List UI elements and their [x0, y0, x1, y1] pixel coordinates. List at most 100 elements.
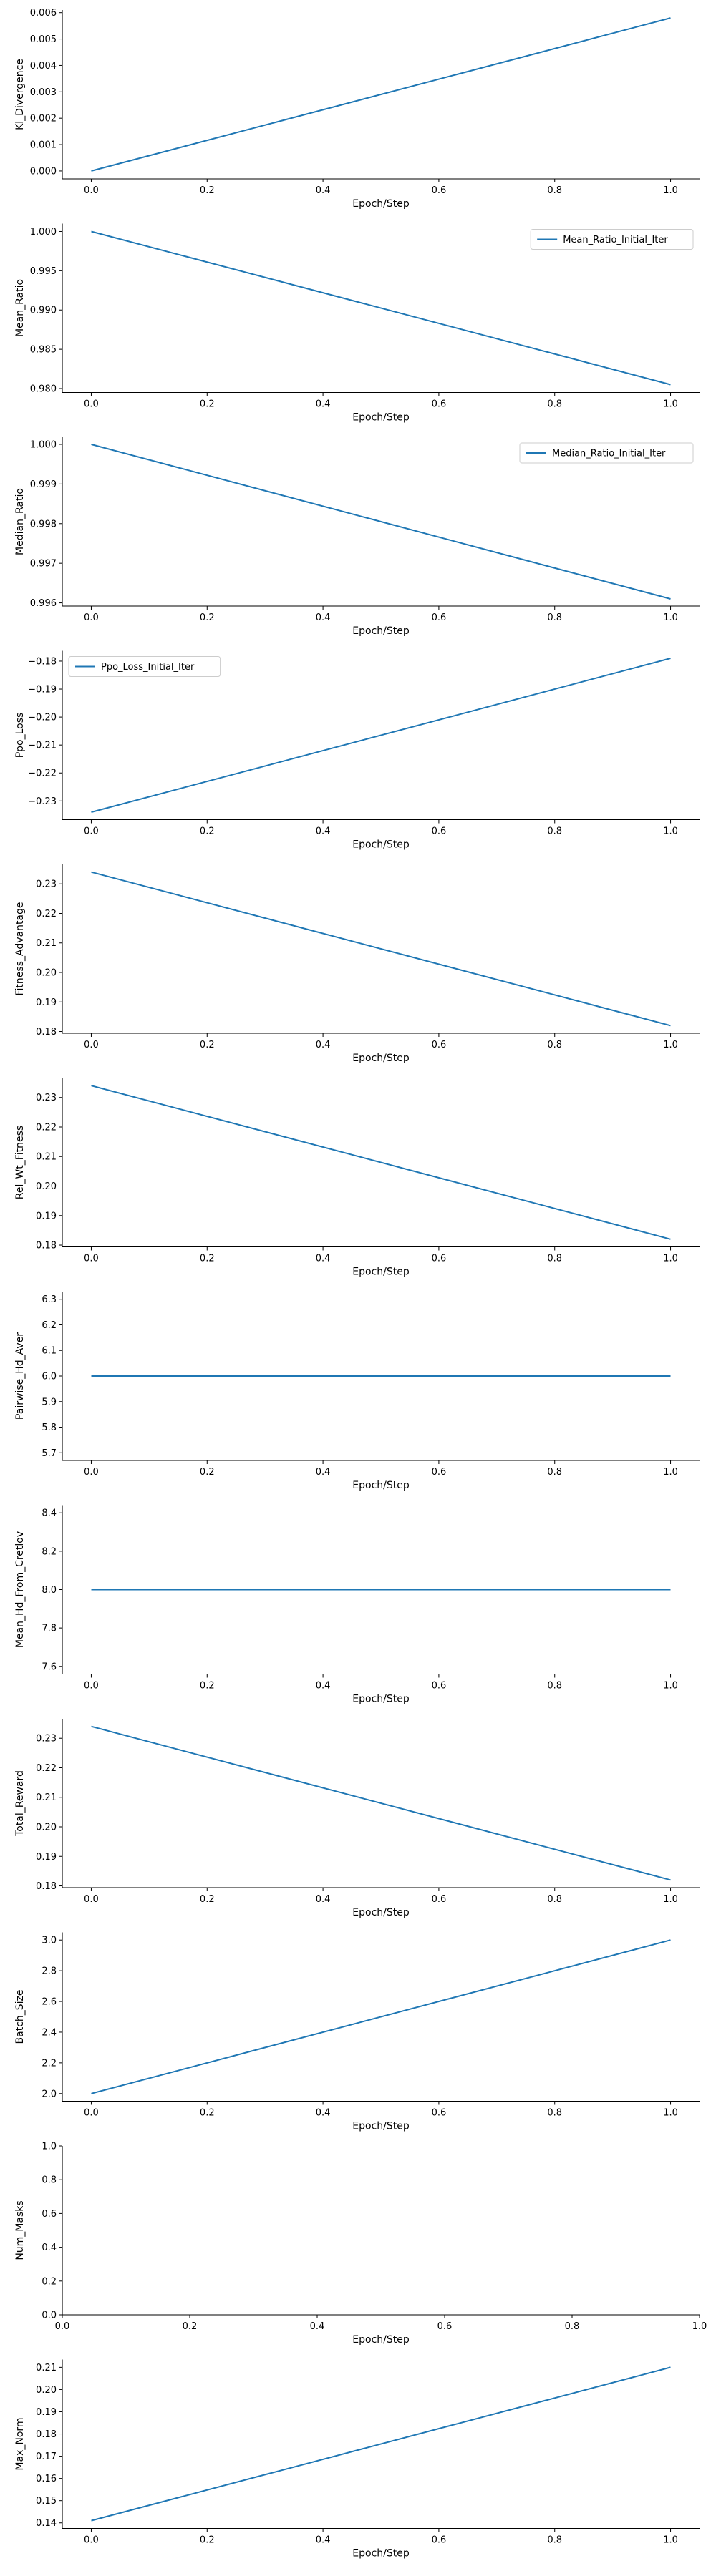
x-axis-label: Epoch/Step — [352, 1267, 410, 1278]
y-tick-label: 7.6 — [42, 1662, 57, 1672]
subplot-1: 0.0 0.2 0.4 0.6 0.8 1.0 0.000 0.001 0.002 0.003 0.… — [14, 8, 700, 210]
x-tick-label: 0.6 — [432, 2535, 447, 2546]
x-tick-label: 1.0 — [663, 1254, 678, 1264]
y-tick-label: 0.23 — [36, 1734, 57, 1745]
y-tick-label: 0.998 — [30, 519, 57, 530]
y-tick-label: 2.4 — [42, 2027, 57, 2038]
x-tick-label: 0.2 — [183, 2321, 198, 2332]
x-tick-label: 0.8 — [547, 613, 562, 623]
series-line — [92, 1940, 671, 2094]
x-tick-label: 0.0 — [84, 1894, 99, 1905]
y-tick-label: 0.19 — [36, 1211, 57, 1221]
x-tick-label: 0.4 — [316, 2108, 331, 2119]
series-line — [92, 1727, 671, 1880]
x-axis-label: Epoch/Step — [352, 1694, 410, 1705]
x-tick-label: 0.8 — [547, 185, 562, 196]
y-tick-label: 0.000 — [30, 166, 57, 177]
x-tick-label: 0.4 — [316, 1254, 331, 1264]
series-line — [92, 444, 671, 599]
x-tick-label: 0.8 — [547, 1040, 562, 1050]
y-tick-label: 0.980 — [30, 384, 57, 395]
x-tick-label: 1.0 — [663, 2535, 678, 2546]
legend: Mean_Ratio_Initial_Iter — [531, 230, 693, 250]
subplot-4: 0.0 0.2 0.4 0.6 0.8 1.0 −0.23 −0.22 −0.21 −0.20 −0… — [14, 651, 700, 851]
series-line — [92, 658, 671, 812]
x-axis-label: Epoch/Step — [352, 1907, 410, 1918]
x-tick-label: 0.4 — [316, 1467, 331, 1478]
x-tick-label: 0.8 — [547, 1467, 562, 1478]
x-tick-label: 0.8 — [565, 2321, 580, 2332]
subplot-11: 0.0 0.2 0.4 0.6 0.8 1.00.00.20.40.60.81.0Epoc… — [14, 2142, 707, 2346]
y-tick-label: 0.8 — [42, 2175, 57, 2186]
y-axis-label: Total_Reward — [14, 1770, 26, 1837]
x-tick-label: 0.6 — [432, 1681, 447, 1692]
x-tick-label: 0.2 — [200, 2535, 215, 2546]
y-tick-label: 6.3 — [42, 1294, 57, 1305]
legend-label: Median_Ratio_Initial_Iter — [552, 449, 666, 459]
x-axis-label: Epoch/Step — [352, 2548, 410, 2560]
x-tick-label: 0.2 — [200, 2108, 215, 2119]
subplot-12: 0.0 0.2 0.4 0.6 0.8 1.0 0.14 0.15 0.16 0.17 0.18 0.… — [14, 2360, 700, 2560]
legend: Ppo_Loss_Initial_Iter — [69, 657, 221, 677]
x-tick-label: 0.2 — [200, 613, 215, 623]
x-tick-label: 0.8 — [547, 826, 562, 837]
y-tick-label: 0.20 — [36, 1181, 57, 1192]
x-axis-label: Epoch/Step — [352, 1053, 410, 1064]
y-tick-label: 0.22 — [36, 1122, 57, 1133]
y-tick-label: 2.8 — [42, 1966, 57, 1977]
y-tick-label: 0.23 — [36, 1093, 57, 1103]
y-tick-label: 0.17 — [36, 2451, 57, 2462]
x-tick-label: 0.0 — [84, 1467, 99, 1478]
x-tick-label: 0.0 — [84, 1254, 99, 1264]
x-tick-label: 0.4 — [316, 1040, 331, 1050]
x-tick-label: 1.0 — [663, 399, 678, 410]
legend-label: Mean_Ratio_Initial_Iter — [563, 235, 668, 245]
x-tick-label: 0.6 — [432, 1894, 447, 1905]
x-tick-label: 0.6 — [432, 826, 447, 837]
y-axis-label: Kl_Divergence — [14, 59, 26, 130]
y-tick-label: 0.18 — [36, 1881, 57, 1892]
x-tick-label: 0.0 — [84, 399, 99, 410]
y-tick-label: 0.997 — [30, 559, 57, 570]
subplot-6: 0.0 0.2 0.4 0.6 0.8 1.0 0.18 0.19 0.20 0.21 0.22 0.… — [14, 1078, 700, 1278]
x-tick-label: 1.0 — [663, 185, 678, 196]
x-tick-label: 0.8 — [547, 1894, 562, 1905]
x-tick-label: 0.0 — [84, 826, 99, 837]
y-tick-label: 0.004 — [30, 61, 57, 72]
x-tick-label: 0.6 — [432, 1467, 447, 1478]
subplot-10: 0.0 0.2 0.4 0.6 0.8 1.02.02.22.42.62.83.0Epoc… — [14, 1933, 700, 2132]
y-tick-label: 0.002 — [30, 114, 57, 125]
y-tick-label: 5.9 — [42, 1397, 57, 1407]
y-tick-label: 0.001 — [30, 140, 57, 151]
series-line — [92, 2367, 671, 2520]
y-tick-label: 0.18 — [36, 2429, 57, 2440]
y-tick-label: 0.21 — [36, 938, 57, 949]
y-tick-label: 0.21 — [36, 1792, 57, 1803]
x-tick-label: 0.2 — [200, 826, 215, 837]
x-axis-label: Epoch/Step — [352, 625, 410, 637]
x-tick-label: 0.4 — [316, 613, 331, 623]
y-tick-label: 1.000 — [30, 439, 57, 450]
x-tick-label: 0.8 — [547, 1681, 562, 1692]
y-tick-label: 0.19 — [36, 1852, 57, 1863]
y-tick-label: 6.2 — [42, 1320, 57, 1331]
y-axis-label: Pairwise_Hd_Aver — [14, 1332, 26, 1420]
x-tick-label: 1.0 — [663, 826, 678, 837]
y-axis-label: Max_Norm — [14, 2417, 26, 2470]
x-tick-label: 0.2 — [200, 1040, 215, 1050]
y-tick-label: 0.18 — [36, 1241, 57, 1252]
y-tick-label: 0.006 — [30, 8, 57, 19]
x-tick-label: 1.0 — [663, 613, 678, 623]
x-tick-label: 0.4 — [316, 826, 331, 837]
x-tick-label: 0.0 — [84, 2535, 99, 2546]
y-axis-label: Mean_Hd_From_Cretlov — [14, 1531, 26, 1648]
y-tick-label: 0.21 — [36, 1152, 57, 1163]
x-tick-label: 1.0 — [663, 1894, 678, 1905]
y-axis-label: Median_Ratio — [14, 488, 26, 555]
y-axis-label: Batch_Size — [14, 1990, 26, 2044]
y-tick-label: −0.21 — [28, 741, 57, 751]
x-tick-label: 0.6 — [432, 185, 447, 196]
x-tick-label: 0.8 — [547, 1254, 562, 1264]
y-tick-label: −0.19 — [28, 685, 57, 696]
